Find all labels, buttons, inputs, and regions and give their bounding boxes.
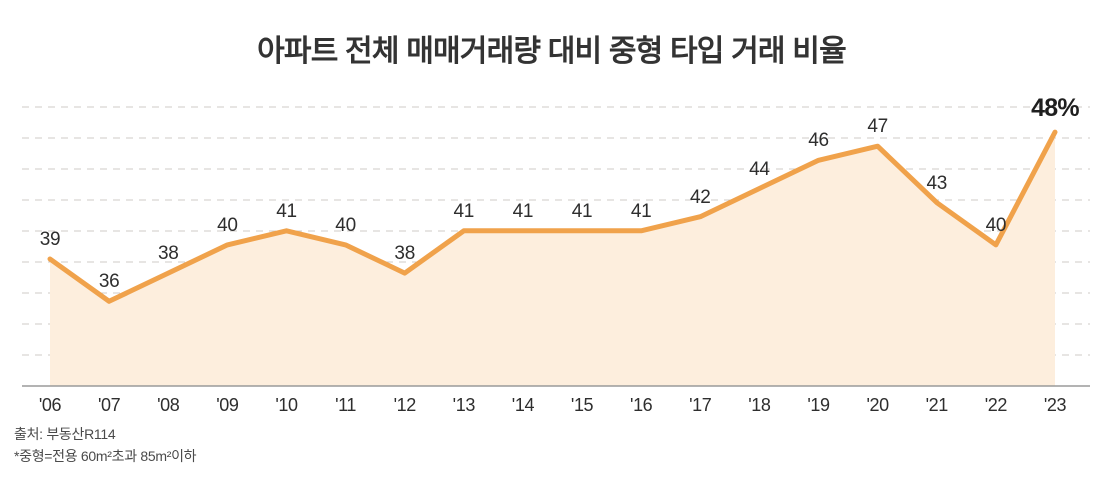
x-axis-tick: '12 [393, 395, 417, 415]
x-axis-tick: '19 [807, 395, 830, 415]
x-axis-tick: '09 [216, 395, 239, 415]
data-label: 40 [335, 214, 356, 236]
data-label: 41 [453, 200, 475, 222]
data-label: 48% [1031, 94, 1079, 123]
x-axis-tick: '22 [984, 395, 1008, 415]
x-axis-tick: '16 [630, 395, 653, 415]
x-axis-tick: '11 [335, 395, 357, 415]
data-label: 41 [512, 200, 534, 222]
x-axis-tick: '23 [1043, 395, 1067, 415]
area-fill [50, 132, 1055, 386]
data-label: 41 [630, 200, 652, 222]
x-axis-tick: '17 [689, 395, 712, 415]
data-label: 42 [690, 186, 711, 208]
data-label: 46 [808, 130, 829, 152]
x-axis-tick: '08 [157, 395, 180, 415]
data-label: 39 [39, 229, 61, 250]
x-axis-tick: '06 [38, 395, 62, 415]
x-axis-tick: '18 [748, 395, 771, 415]
data-label: 47 [867, 116, 888, 138]
x-axis-tick: '20 [866, 395, 890, 415]
data-label: 44 [749, 158, 770, 180]
data-label: 38 [157, 243, 179, 265]
x-axis-tick: '21 [925, 395, 949, 415]
page-title: 아파트 전체 매매거래량 대비 중형 타입 거래 비율 [257, 35, 847, 68]
x-axis-tick: '07 [97, 395, 121, 415]
footnote-note: *중형=전용 60m²초과 85m²이하 [14, 447, 197, 464]
x-axis-tick: '10 [275, 395, 298, 415]
footnote-source: 출처: 부동산R114 [14, 426, 116, 442]
x-axis-tick: '14 [511, 395, 535, 415]
data-label: 41 [276, 200, 297, 222]
x-axis-tick: '13 [452, 395, 476, 415]
data-label: 40 [217, 214, 238, 236]
footnotes: 출처: 부동산R114 *중형=전용 60m²초과 85m²이하 [14, 424, 197, 467]
data-label: 38 [394, 243, 415, 265]
data-label: 36 [98, 271, 120, 293]
data-label: 40 [985, 214, 1007, 236]
data-line [47, 129, 1058, 304]
data-label: 43 [926, 172, 948, 194]
x-axis-tick: '15 [570, 395, 594, 415]
data-label: 41 [571, 200, 593, 222]
